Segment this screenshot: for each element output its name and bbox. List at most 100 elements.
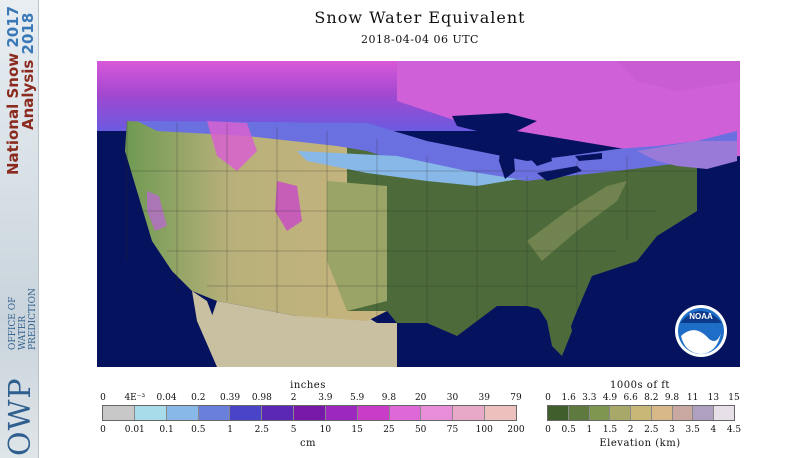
swe-inches-tick-0: 0: [100, 393, 106, 403]
swe-inches-tick-1: 4E⁻³: [124, 393, 146, 403]
lake-huron: [522, 136, 552, 166]
swe-legend-bottom-label: cm: [299, 438, 317, 449]
swe-cm-tick-7: 10: [319, 425, 332, 435]
swe-inches-tick-12: 39: [478, 393, 490, 403]
org-name-line-2: WATER: [18, 315, 28, 350]
noaa-logo-text: NOAA: [689, 312, 713, 321]
swe-cm-tick-11: 75: [446, 425, 459, 435]
banner-subtitle-text: Analysis: [19, 59, 37, 130]
swe-cm-tick-8: 15: [351, 425, 363, 435]
swe-inches-tick-6: 2: [290, 393, 297, 403]
swe-inches-tick-2: 0.04: [156, 393, 177, 403]
swe-swatch-11: [452, 406, 485, 420]
elev-swatch-6: [671, 406, 693, 420]
side-banner: National Snow 2017 Analysis 2018 OFFICE …: [0, 0, 39, 458]
swe-cm-tick-1: 0.01: [124, 425, 145, 435]
org-name-line-1: OFFICE OF: [8, 296, 18, 350]
banner-subtitle: Analysis 2018: [19, 13, 37, 130]
swe-inches-tick-3: 0.2: [191, 393, 206, 403]
noaa-logo: NOAA: [675, 305, 727, 357]
elev-swatch-0: [548, 406, 568, 420]
elev-swatch-2: [588, 406, 610, 420]
swe-cm-tick-3: 0.5: [191, 425, 206, 435]
elev-ft-tick-7: 11: [686, 393, 699, 403]
hudson-dark: [617, 61, 740, 91]
banner-year-2: 2018: [19, 12, 37, 55]
swe-inches-tick-4: 0.39: [220, 393, 241, 403]
rockies-snow-2: [275, 181, 302, 231]
elev-legend-colorbar: [547, 405, 735, 421]
swe-cm-tick-12: 100: [475, 425, 493, 435]
swe-swatch-9: [388, 406, 421, 420]
elev-swatch-4: [630, 406, 651, 420]
swe-cm-tick-2: 0.1: [159, 425, 174, 435]
elev-ft-tick-9: 15: [728, 393, 740, 403]
swe-swatch-12: [484, 406, 516, 420]
swe-inches-tick-9: 9.8: [381, 393, 397, 403]
elev-km-tick-4: 2: [627, 425, 634, 435]
elev-swatch-3: [609, 406, 631, 420]
plains-transition: [327, 181, 387, 311]
us-snow-band: [137, 121, 737, 181]
swe-cm-tick-5: 2.5: [254, 425, 269, 435]
swe-legend-colorbar: [102, 405, 517, 421]
lake-michigan: [499, 133, 515, 179]
swe-cm-tick-4: 1: [227, 425, 233, 435]
elev-km-tick-1: 0.5: [561, 425, 576, 435]
rockies-snow-1: [207, 121, 257, 171]
swe-cm-tick-13: 200: [507, 425, 525, 435]
elev-km-tick-0: 0: [545, 425, 551, 435]
canada-east-snow: [397, 61, 740, 161]
elev-km-tick-5: 2.5: [644, 425, 659, 435]
swe-inches-tick-10: 20: [414, 393, 427, 403]
elev-swatch-8: [713, 406, 735, 420]
swe-swatch-1: [133, 406, 166, 420]
lake-ontario: [575, 153, 602, 161]
swe-inches-tick-11: 30: [446, 393, 459, 403]
map-timestamp: 2018-04-04 06 UTC: [361, 33, 479, 46]
baja: [192, 291, 237, 367]
florida: [537, 306, 572, 356]
elev-swatch-7: [692, 406, 714, 420]
org-name: OFFICE OF WATER PREDICTION: [8, 288, 38, 350]
swe-swatch-5: [261, 406, 294, 420]
swe-swatch-0: [103, 406, 134, 420]
swe-cm-tick-10: 50: [414, 425, 427, 435]
elev-legend-top-label: 1000s of ft: [610, 380, 670, 391]
elev-ft-tick-4: 6.6: [623, 393, 638, 403]
swe-swatch-10: [420, 406, 453, 420]
elev-ft-tick-1: 1.6: [561, 393, 576, 403]
snow-map-graphic: NOAA: [97, 61, 740, 367]
swe-cm-tick-6: 5: [290, 425, 297, 435]
swe-swatch-3: [197, 406, 230, 420]
owp-logo: OWP: [3, 377, 38, 456]
swe-swatch-7: [324, 406, 357, 420]
swe-inches-tick-5: 0.98: [251, 393, 272, 403]
northeast-snow: [637, 141, 737, 169]
swe-cm-tick-9: 25: [383, 425, 395, 435]
elev-ft-tick-0: 0: [545, 393, 551, 403]
elev-swatch-5: [650, 406, 672, 420]
elev-km-tick-2: 1: [586, 425, 593, 435]
elev-ft-tick-2: 3.3: [582, 393, 597, 403]
elev-km-tick-3: 1.5: [602, 425, 618, 435]
swe-legend-top-label: inches: [290, 380, 326, 391]
map-title: Snow Water Equivalent: [314, 8, 526, 27]
elev-ft-tick-5: 8.2: [644, 393, 659, 403]
elev-ft-tick-6: 9.8: [664, 393, 680, 403]
swe-swatch-8: [356, 406, 389, 420]
swe-swatch-6: [293, 406, 325, 420]
state-borders: [125, 121, 697, 323]
elev-km-tick-8: 4: [710, 425, 717, 435]
elev-km-tick-9: 4.5: [726, 425, 742, 435]
lake-superior: [452, 113, 537, 131]
lake-erie: [537, 166, 582, 181]
swe-inches-tick-7: 3.9: [318, 393, 333, 403]
swe-swatch-2: [165, 406, 198, 420]
elev-swatch-1: [567, 406, 589, 420]
swe-inches-tick-13: 79: [510, 393, 522, 403]
elev-ft-tick-8: 13: [707, 393, 720, 403]
org-name-line-3: PREDICTION: [28, 288, 38, 350]
snow-map: NOAA: [97, 61, 740, 367]
swe-cm-tick-0: 0: [100, 425, 106, 435]
